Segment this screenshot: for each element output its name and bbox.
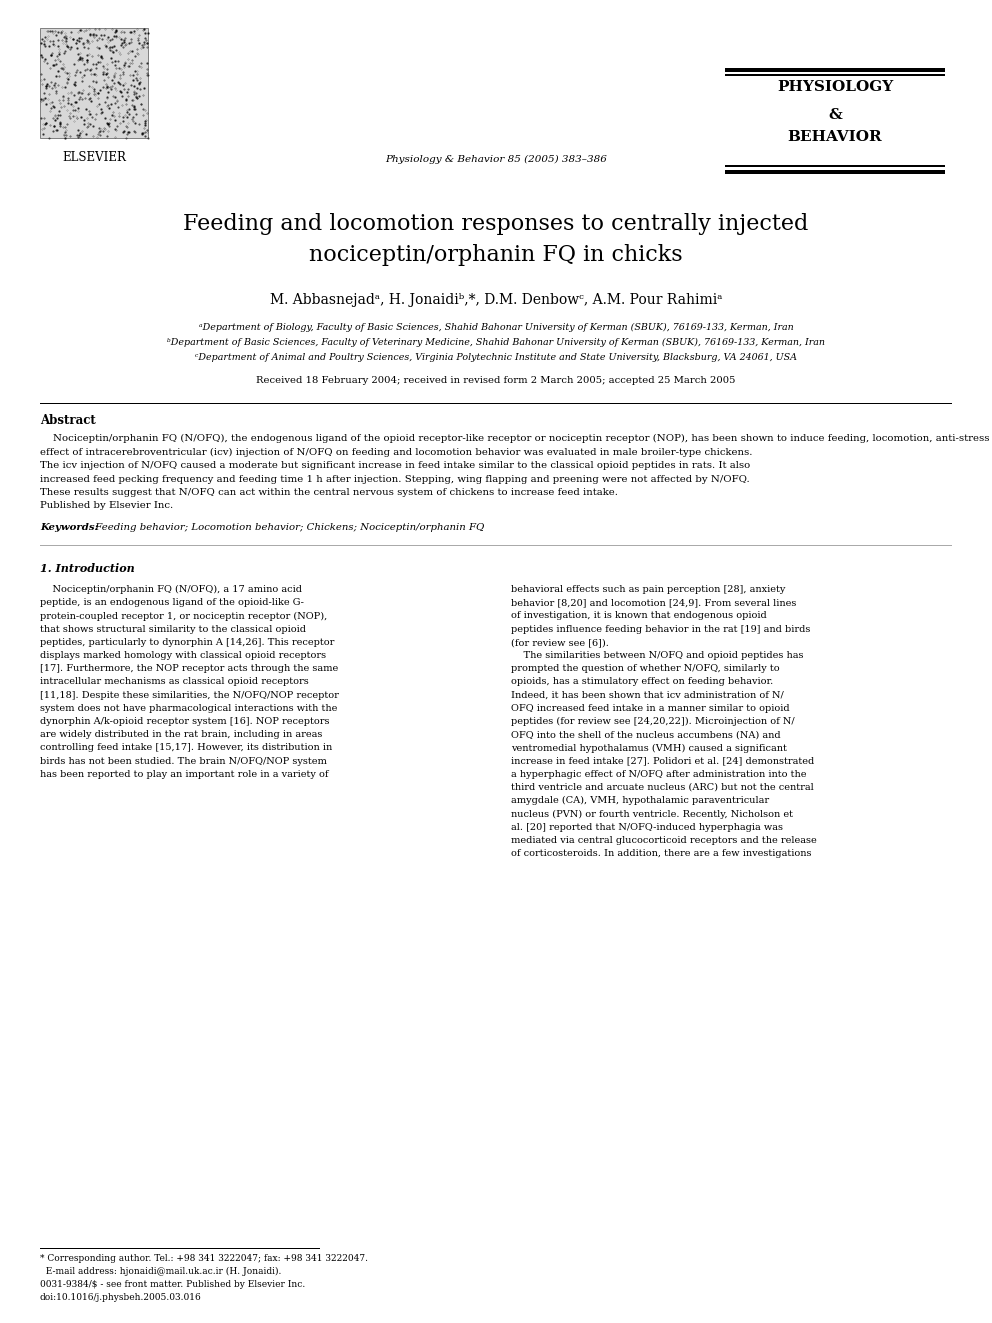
Text: peptides, particularly to dynorphin A [14,26]. This receptor: peptides, particularly to dynorphin A [1… xyxy=(40,638,334,647)
Text: BEHAVIOR: BEHAVIOR xyxy=(788,130,882,144)
Text: peptides (for review see [24,20,22]). Microinjection of N/: peptides (for review see [24,20,22]). Mi… xyxy=(511,717,795,726)
Text: ventromedial hypothalamus (VMH) caused a significant: ventromedial hypothalamus (VMH) caused a… xyxy=(511,744,787,753)
Text: nucleus (PVN) or fourth ventricle. Recently, Nicholson et: nucleus (PVN) or fourth ventricle. Recen… xyxy=(511,810,793,819)
Text: that shows structural similarity to the classical opioid: that shows structural similarity to the … xyxy=(40,624,306,634)
Text: of corticosteroids. In addition, there are a few investigations: of corticosteroids. In addition, there a… xyxy=(511,849,811,859)
Bar xyxy=(725,67,945,71)
Text: doi:10.1016/j.physbeh.2005.03.016: doi:10.1016/j.physbeh.2005.03.016 xyxy=(40,1293,201,1302)
Text: effect of intracerebroventricular (icv) injection of N/OFQ on feeding and locomo: effect of intracerebroventricular (icv) … xyxy=(40,447,753,456)
Text: dynorphin A/k-opioid receptor system [16]. NOP receptors: dynorphin A/k-opioid receptor system [16… xyxy=(40,717,329,726)
Text: ᵃDepartment of Biology, Faculty of Basic Sciences, Shahid Bahonar University of : ᵃDepartment of Biology, Faculty of Basic… xyxy=(198,323,794,332)
Text: M. Abbasnejadᵃ, H. Jonaidiᵇ,*, D.M. Denbowᶜ, A.M. Pour Rahimiᵃ: M. Abbasnejadᵃ, H. Jonaidiᵇ,*, D.M. Denb… xyxy=(270,292,722,307)
Bar xyxy=(40,28,148,138)
Text: a hyperphagic effect of N/OFQ after administration into the: a hyperphagic effect of N/OFQ after admi… xyxy=(511,770,806,779)
Text: behavior [8,20] and locomotion [24,9]. From several lines: behavior [8,20] and locomotion [24,9]. F… xyxy=(511,598,797,607)
Text: of investigation, it is known that endogenous opioid: of investigation, it is known that endog… xyxy=(511,611,767,620)
Text: Physiology & Behavior 85 (2005) 383–386: Physiology & Behavior 85 (2005) 383–386 xyxy=(385,155,607,164)
Text: amygdale (CA), VMH, hypothalamic paraventricular: amygdale (CA), VMH, hypothalamic paraven… xyxy=(511,796,769,806)
Text: These results suggest that N/OFQ can act within the central nervous system of ch: These results suggest that N/OFQ can act… xyxy=(40,488,618,497)
Text: The similarities between N/OFQ and opioid peptides has: The similarities between N/OFQ and opioi… xyxy=(511,651,804,660)
Text: displays marked homology with classical opioid receptors: displays marked homology with classical … xyxy=(40,651,326,660)
Text: 1. Introduction: 1. Introduction xyxy=(40,564,135,574)
Bar xyxy=(725,165,945,167)
Text: OFQ increased feed intake in a manner similar to opioid: OFQ increased feed intake in a manner si… xyxy=(511,704,790,713)
Text: Feeding behavior; Locomotion behavior; Chickens; Nociceptin/orphanin FQ: Feeding behavior; Locomotion behavior; C… xyxy=(92,523,484,532)
Text: Feeding and locomotion responses to centrally injected: Feeding and locomotion responses to cent… xyxy=(184,213,808,235)
Text: 0031-9384/$ - see front matter. Published by Elsevier Inc.: 0031-9384/$ - see front matter. Publishe… xyxy=(40,1279,306,1289)
Text: (for review see [6]).: (for review see [6]). xyxy=(511,638,609,647)
Text: Abstract: Abstract xyxy=(40,414,96,427)
Text: Nociceptin/orphanin FQ (N/OFQ), a 17 amino acid: Nociceptin/orphanin FQ (N/OFQ), a 17 ami… xyxy=(40,585,302,594)
Text: peptide, is an endogenous ligand of the opioid-like G-: peptide, is an endogenous ligand of the … xyxy=(40,598,304,607)
Text: birds has not been studied. The brain N/OFQ/NOP system: birds has not been studied. The brain N/… xyxy=(40,757,327,766)
Text: are widely distributed in the rat brain, including in areas: are widely distributed in the rat brain,… xyxy=(40,730,322,740)
Bar xyxy=(725,74,945,75)
Text: behavioral effects such as pain perception [28], anxiety: behavioral effects such as pain percepti… xyxy=(511,585,786,594)
Text: ELSEVIER: ELSEVIER xyxy=(62,151,126,164)
Text: increased feed pecking frequency and feeding time 1 h after injection. Stepping,: increased feed pecking frequency and fee… xyxy=(40,475,750,483)
Text: mediated via central glucocorticoid receptors and the release: mediated via central glucocorticoid rece… xyxy=(511,836,816,845)
Text: E-mail address: hjonaidi@mail.uk.ac.ir (H. Jonaidi).: E-mail address: hjonaidi@mail.uk.ac.ir (… xyxy=(40,1267,282,1277)
Text: Indeed, it has been shown that icv administration of N/: Indeed, it has been shown that icv admin… xyxy=(511,691,784,700)
Bar xyxy=(725,169,945,173)
Text: Keywords:: Keywords: xyxy=(40,523,98,532)
Text: prompted the question of whether N/OFQ, similarly to: prompted the question of whether N/OFQ, … xyxy=(511,664,780,673)
Text: protein-coupled receptor 1, or nociceptin receptor (NOP),: protein-coupled receptor 1, or nocicepti… xyxy=(40,611,327,620)
Text: Received 18 February 2004; received in revised form 2 March 2005; accepted 25 Ma: Received 18 February 2004; received in r… xyxy=(256,376,736,385)
Text: al. [20] reported that N/OFQ-induced hyperphagia was: al. [20] reported that N/OFQ-induced hyp… xyxy=(511,823,783,832)
Text: The icv injection of N/OFQ caused a moderate but significant increase in feed in: The icv injection of N/OFQ caused a mode… xyxy=(40,460,750,470)
Text: has been reported to play an important role in a variety of: has been reported to play an important r… xyxy=(40,770,328,779)
Text: controlling feed intake [15,17]. However, its distribution in: controlling feed intake [15,17]. However… xyxy=(40,744,332,753)
Text: PHYSIOLOGY: PHYSIOLOGY xyxy=(777,79,893,94)
Text: third ventricle and arcuate nucleus (ARC) but not the central: third ventricle and arcuate nucleus (ARC… xyxy=(511,783,813,792)
Text: [11,18]. Despite these similarities, the N/OFQ/NOP receptor: [11,18]. Despite these similarities, the… xyxy=(40,691,339,700)
Text: [17]. Furthermore, the NOP receptor acts through the same: [17]. Furthermore, the NOP receptor acts… xyxy=(40,664,338,673)
Text: peptides influence feeding behavior in the rat [19] and birds: peptides influence feeding behavior in t… xyxy=(511,624,810,634)
Text: Nociceptin/orphanin FQ (N/OFQ), the endogenous ligand of the opioid receptor-lik: Nociceptin/orphanin FQ (N/OFQ), the endo… xyxy=(40,434,992,443)
Text: OFQ into the shell of the nucleus accumbens (NA) and: OFQ into the shell of the nucleus accumb… xyxy=(511,730,781,740)
Text: nociceptin/orphanin FQ in chicks: nociceptin/orphanin FQ in chicks xyxy=(310,243,682,266)
Text: increase in feed intake [27]. Polidori et al. [24] demonstrated: increase in feed intake [27]. Polidori e… xyxy=(511,757,814,766)
Text: * Corresponding author. Tel.: +98 341 3222047; fax: +98 341 3222047.: * Corresponding author. Tel.: +98 341 32… xyxy=(40,1254,368,1263)
Text: opioids, has a stimulatory effect on feeding behavior.: opioids, has a stimulatory effect on fee… xyxy=(511,677,773,687)
Text: ᵇDepartment of Basic Sciences, Faculty of Veterinary Medicine, Shahid Bahonar Un: ᵇDepartment of Basic Sciences, Faculty o… xyxy=(167,337,825,347)
Text: Published by Elsevier Inc.: Published by Elsevier Inc. xyxy=(40,501,174,511)
Text: ᶜDepartment of Animal and Poultry Sciences, Virginia Polytechnic Institute and S: ᶜDepartment of Animal and Poultry Scienc… xyxy=(195,353,797,363)
Text: intracellular mechanisms as classical opioid receptors: intracellular mechanisms as classical op… xyxy=(40,677,309,687)
Text: system does not have pharmacological interactions with the: system does not have pharmacological int… xyxy=(40,704,337,713)
Text: &: & xyxy=(828,108,842,122)
